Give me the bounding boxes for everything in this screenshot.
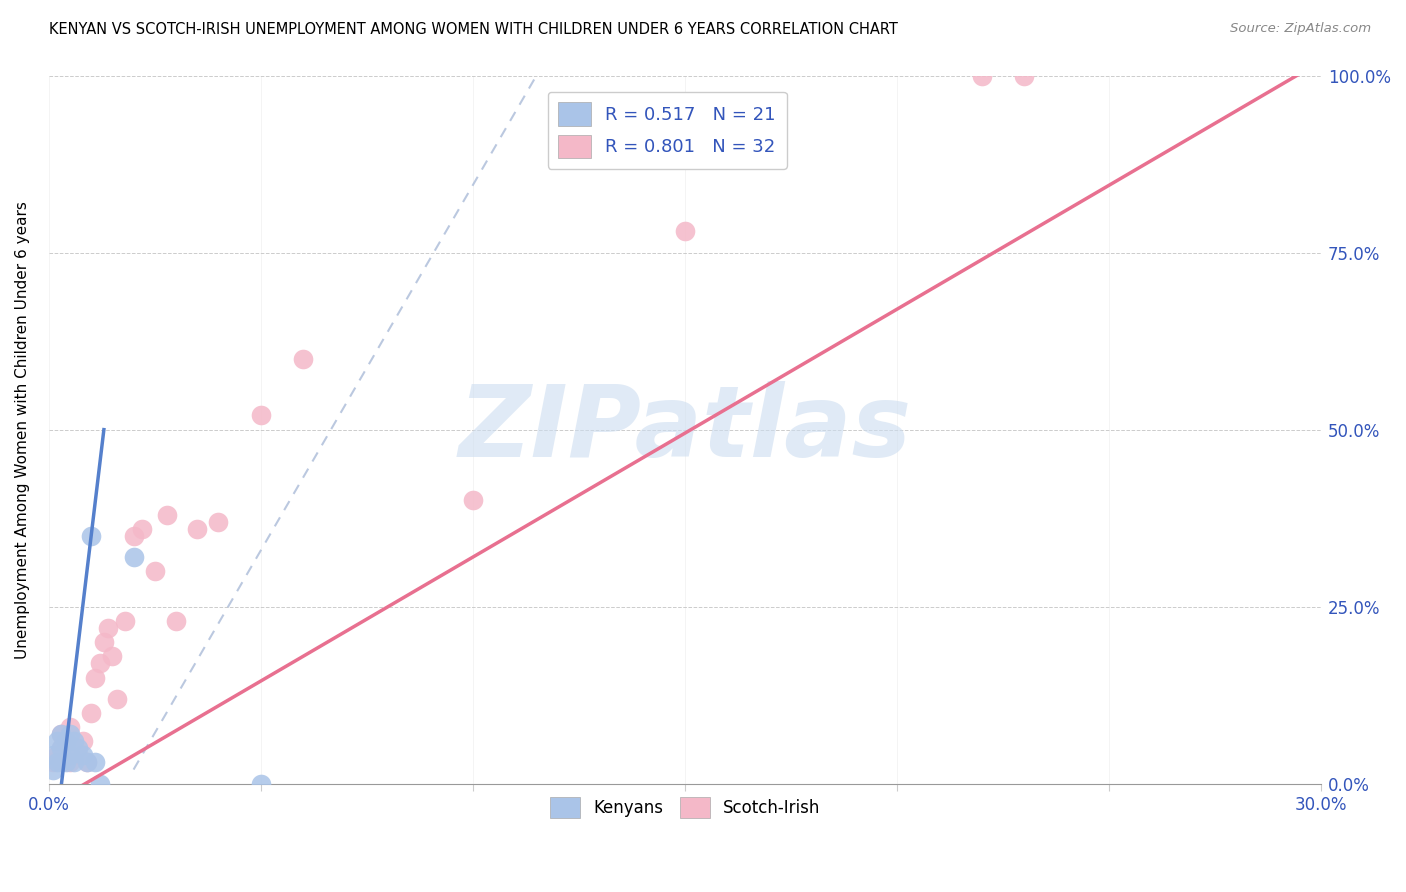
Point bbox=[114, 614, 136, 628]
Point bbox=[292, 351, 315, 366]
Point bbox=[461, 493, 484, 508]
Text: Source: ZipAtlas.com: Source: ZipAtlas.com bbox=[1230, 22, 1371, 36]
Point bbox=[67, 741, 90, 756]
Y-axis label: Unemployment Among Women with Children Under 6 years: Unemployment Among Women with Children U… bbox=[15, 201, 30, 658]
Point bbox=[156, 508, 179, 522]
Point bbox=[59, 756, 82, 770]
Point bbox=[55, 734, 77, 748]
Point bbox=[67, 748, 90, 763]
Point bbox=[84, 671, 107, 685]
Point bbox=[59, 727, 82, 741]
Point bbox=[122, 529, 145, 543]
Point bbox=[249, 409, 271, 423]
Point bbox=[76, 756, 98, 770]
Point bbox=[186, 522, 208, 536]
Point bbox=[76, 756, 98, 770]
Point bbox=[63, 734, 86, 748]
Point bbox=[80, 706, 103, 720]
Point bbox=[51, 727, 73, 741]
Point bbox=[51, 741, 73, 756]
Point bbox=[131, 522, 153, 536]
Point bbox=[63, 756, 86, 770]
Point bbox=[42, 748, 65, 763]
Point bbox=[143, 564, 166, 578]
Point bbox=[46, 734, 69, 748]
Point bbox=[42, 763, 65, 777]
Point bbox=[1012, 69, 1035, 83]
Point bbox=[249, 777, 271, 791]
Point bbox=[59, 748, 82, 763]
Point bbox=[93, 635, 115, 649]
Point bbox=[89, 657, 111, 671]
Point bbox=[80, 529, 103, 543]
Point bbox=[51, 741, 73, 756]
Point bbox=[101, 649, 124, 664]
Point bbox=[55, 756, 77, 770]
Point bbox=[105, 691, 128, 706]
Point bbox=[84, 756, 107, 770]
Point bbox=[51, 727, 73, 741]
Legend: Kenyans, Scotch-Irish: Kenyans, Scotch-Irish bbox=[543, 790, 827, 825]
Point bbox=[207, 515, 229, 529]
Point bbox=[59, 720, 82, 734]
Text: ZIPatlas: ZIPatlas bbox=[458, 381, 911, 478]
Point bbox=[673, 224, 696, 238]
Point bbox=[46, 748, 69, 763]
Text: KENYAN VS SCOTCH-IRISH UNEMPLOYMENT AMONG WOMEN WITH CHILDREN UNDER 6 YEARS CORR: KENYAN VS SCOTCH-IRISH UNEMPLOYMENT AMON… bbox=[49, 22, 898, 37]
Point bbox=[51, 756, 73, 770]
Point bbox=[165, 614, 187, 628]
Point bbox=[122, 550, 145, 565]
Point bbox=[970, 69, 993, 83]
Point bbox=[97, 621, 120, 635]
Point bbox=[72, 734, 94, 748]
Point bbox=[55, 734, 77, 748]
Point bbox=[46, 756, 69, 770]
Point bbox=[42, 756, 65, 770]
Point bbox=[89, 777, 111, 791]
Point bbox=[63, 741, 86, 756]
Point bbox=[72, 748, 94, 763]
